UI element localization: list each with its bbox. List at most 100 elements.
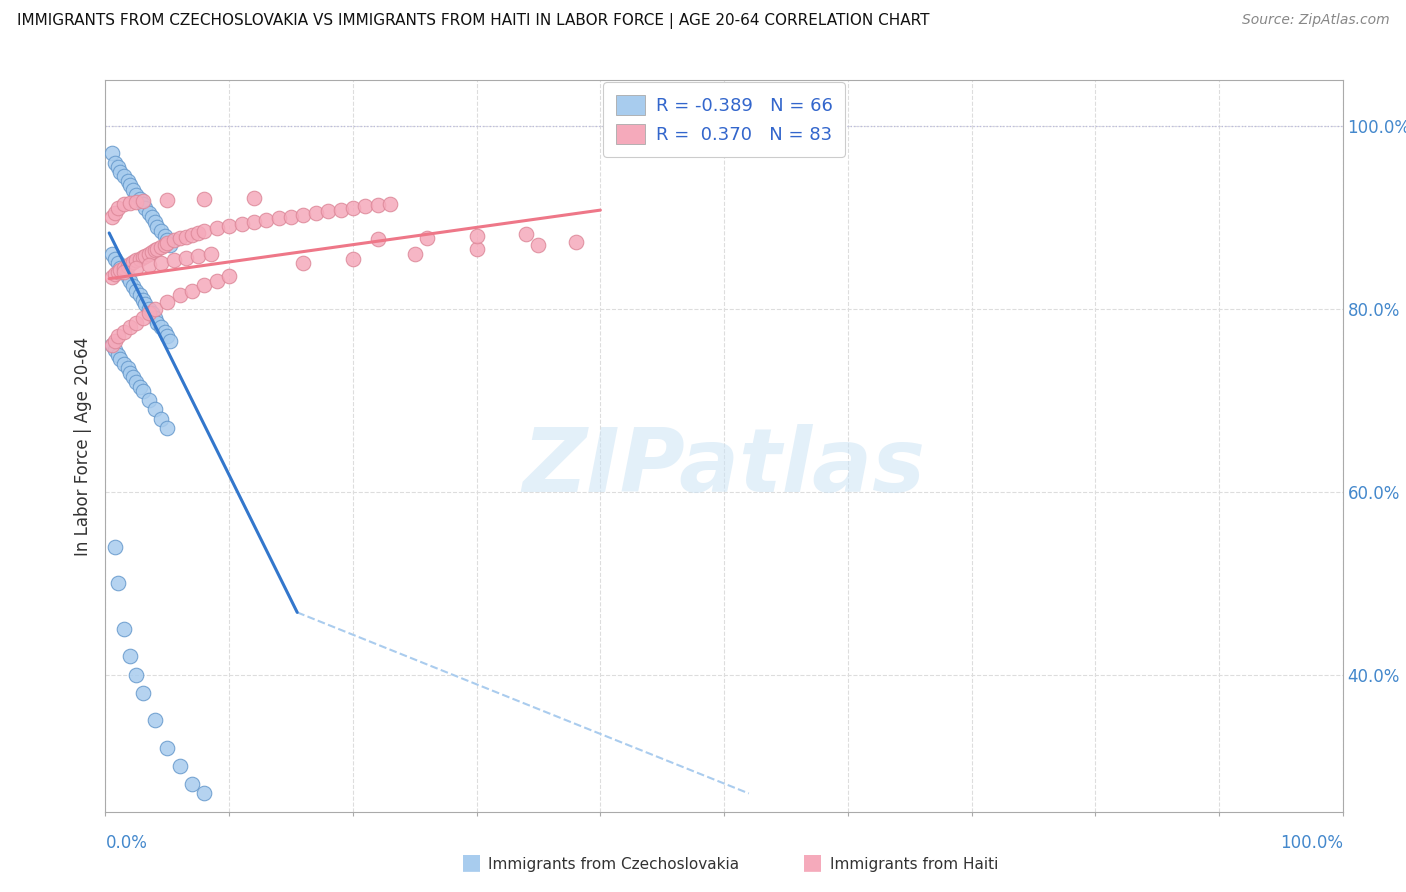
Point xyxy=(112,325,135,339)
Point xyxy=(121,255,143,269)
Point xyxy=(104,155,127,169)
Point xyxy=(125,253,148,268)
Point xyxy=(125,194,148,209)
Point xyxy=(150,224,173,238)
Point xyxy=(107,329,129,343)
Point xyxy=(117,174,139,188)
Text: IMMIGRANTS FROM CZECHOSLOVAKIA VS IMMIGRANTS FROM HAITI IN LABOR FORCE | AGE 20-: IMMIGRANTS FROM CZECHOSLOVAKIA VS IMMIGR… xyxy=(17,13,929,29)
Point xyxy=(342,201,364,215)
Point xyxy=(117,259,139,273)
Point xyxy=(200,247,222,261)
Point xyxy=(254,213,277,227)
Point xyxy=(367,197,389,211)
Point xyxy=(120,275,142,289)
Point xyxy=(129,288,152,302)
Point xyxy=(138,206,160,220)
Point xyxy=(367,232,389,246)
Point xyxy=(143,244,166,258)
Point xyxy=(243,191,266,205)
Point xyxy=(143,310,166,325)
Point xyxy=(129,192,152,206)
Point xyxy=(120,366,142,380)
Point xyxy=(143,215,166,229)
Point xyxy=(181,777,204,791)
Point xyxy=(169,231,191,245)
Point xyxy=(141,211,163,225)
Point xyxy=(153,238,176,252)
Point xyxy=(153,228,176,243)
Point xyxy=(159,238,181,252)
Point xyxy=(112,169,135,184)
Point xyxy=(138,393,160,408)
Point xyxy=(156,329,179,343)
Point xyxy=(107,265,129,279)
Point xyxy=(104,343,127,357)
Point xyxy=(134,297,156,311)
Point xyxy=(205,221,228,235)
Point xyxy=(205,273,228,287)
Text: ■: ■ xyxy=(803,853,823,872)
Point xyxy=(100,247,122,261)
Point xyxy=(131,194,153,208)
Point xyxy=(193,192,215,206)
Point xyxy=(138,306,160,320)
Point xyxy=(100,146,122,161)
Point xyxy=(131,250,153,264)
Point xyxy=(125,187,148,202)
Point xyxy=(187,249,209,263)
Point xyxy=(174,251,197,265)
Point xyxy=(305,206,328,220)
Point xyxy=(193,278,215,293)
Point xyxy=(107,201,129,215)
Point xyxy=(292,208,315,222)
Point xyxy=(342,252,364,266)
Point xyxy=(104,267,127,281)
Point xyxy=(243,215,266,229)
Point xyxy=(146,316,169,330)
Point xyxy=(416,230,439,244)
Point xyxy=(107,576,129,591)
Point xyxy=(125,284,148,298)
Point xyxy=(515,227,537,241)
Point xyxy=(138,258,160,272)
Point xyxy=(125,316,148,330)
Point xyxy=(156,294,179,309)
Point xyxy=(354,199,377,213)
Point xyxy=(181,227,204,242)
Point xyxy=(112,260,135,275)
Point xyxy=(107,256,129,270)
Point xyxy=(121,370,143,384)
Point xyxy=(104,540,127,554)
Point xyxy=(187,226,209,240)
Point xyxy=(316,204,339,219)
Point xyxy=(156,740,179,755)
Point xyxy=(169,288,191,302)
Text: ZIPatlas: ZIPatlas xyxy=(523,425,925,511)
Point xyxy=(378,196,401,211)
Point xyxy=(280,210,302,224)
Point xyxy=(134,201,156,215)
Point xyxy=(162,253,184,268)
Point xyxy=(143,402,166,417)
Point xyxy=(150,411,173,425)
Point xyxy=(231,217,253,231)
Point xyxy=(146,242,169,256)
Point xyxy=(112,265,135,279)
Point xyxy=(104,334,127,348)
Point xyxy=(110,263,132,277)
Point xyxy=(141,306,163,320)
Point xyxy=(141,245,163,260)
Point xyxy=(104,252,127,266)
Text: Immigrants from Czechoslovakia: Immigrants from Czechoslovakia xyxy=(488,857,740,872)
Point xyxy=(174,229,197,244)
Point xyxy=(169,759,191,773)
Point xyxy=(156,420,179,434)
Point xyxy=(162,233,184,247)
Point xyxy=(120,178,142,193)
Point xyxy=(404,247,426,261)
Point xyxy=(107,160,129,174)
Point xyxy=(150,240,173,254)
Point xyxy=(292,256,315,270)
Point xyxy=(110,260,132,275)
Text: 100.0%: 100.0% xyxy=(1279,834,1343,852)
